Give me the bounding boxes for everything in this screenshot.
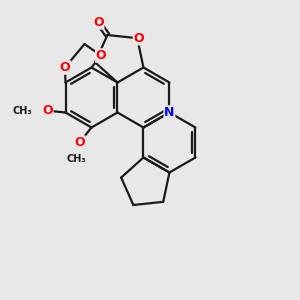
Text: O: O (134, 32, 144, 45)
Text: O: O (96, 49, 106, 62)
Text: CH₃: CH₃ (66, 154, 86, 164)
Text: CH₃: CH₃ (13, 106, 32, 116)
Text: O: O (42, 104, 53, 117)
Text: O: O (74, 136, 85, 149)
Text: N: N (164, 106, 175, 119)
Text: O: O (60, 61, 70, 74)
Text: O: O (93, 16, 104, 29)
